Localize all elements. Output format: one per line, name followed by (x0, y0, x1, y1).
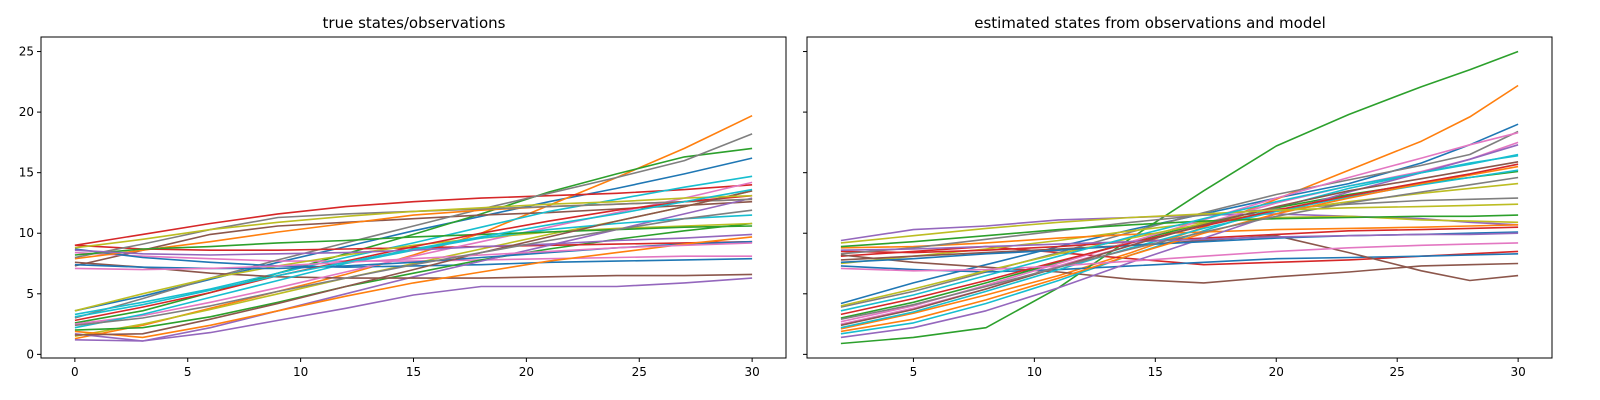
left-x-tick-label: 25 (632, 365, 647, 379)
right-x-tick-label: 10 (1027, 365, 1042, 379)
left-series-line-2 (74, 147, 753, 324)
right-chart-panel: estimated states from observations and m… (803, 14, 1553, 379)
left-series-line-7 (74, 133, 753, 319)
right-series-line-17 (840, 197, 1519, 255)
right-series-line-14 (840, 144, 1519, 339)
right-chart-axes-frame (806, 36, 1553, 359)
right-series-line-0 (840, 123, 1519, 305)
left-y-tick-label: 15 (19, 166, 34, 180)
right-series-line-25 (840, 161, 1519, 327)
right-series-line-5 (840, 254, 1519, 284)
right-series-line-7 (840, 130, 1519, 308)
left-series-line-26 (74, 242, 753, 271)
left-y-tick-label: 20 (19, 105, 34, 119)
left-chart-panel: true states/observations 0 5 10 15 20 25 30 0 5… (19, 14, 787, 379)
right-x-tick-label: 25 (1390, 365, 1405, 379)
left-series-line-14 (74, 197, 753, 342)
right-x-tick-label: 20 (1269, 365, 1284, 379)
left-series-line-27 (74, 209, 753, 327)
left-series-line-4 (74, 277, 753, 342)
left-x-tick-label: 10 (293, 365, 308, 379)
left-series-line-10 (74, 248, 753, 269)
left-chart-series (74, 114, 753, 342)
right-series-line-18 (840, 182, 1519, 307)
right-series-line-1 (840, 84, 1519, 330)
left-series-line-19 (74, 214, 753, 329)
right-series-line-27 (840, 176, 1519, 320)
right-x-tick-label: 30 (1510, 365, 1525, 379)
right-chart-x-ticks: 5 10 15 20 25 30 (910, 358, 1526, 379)
left-x-tick-label: 0 (71, 365, 79, 379)
left-series-line-22 (74, 225, 753, 256)
left-chart-y-ticks: 0 5 10 15 20 25 (19, 45, 41, 361)
left-series-line-6 (74, 251, 753, 262)
left-x-tick-label: 5 (184, 365, 192, 379)
right-series-line-26 (840, 242, 1519, 272)
left-y-tick-label: 0 (26, 347, 34, 361)
left-series-line-12 (74, 222, 753, 331)
left-x-tick-label: 30 (744, 365, 759, 379)
right-series-line-29 (840, 153, 1519, 312)
right-series-line-10 (840, 253, 1519, 273)
left-series-line-15 (74, 261, 753, 279)
left-series-line-28 (74, 194, 753, 249)
right-series-line-21 (840, 165, 1519, 333)
left-series-line-18 (74, 222, 753, 312)
right-series-line-28 (840, 203, 1519, 244)
left-chart-x-ticks: 0 5 10 15 20 25 30 (71, 358, 760, 379)
left-y-tick-label: 25 (19, 45, 34, 59)
right-x-tick-label: 15 (1148, 365, 1163, 379)
right-series-line-22 (840, 214, 1519, 248)
left-series-line-9 (74, 175, 753, 316)
left-chart-axes-frame (40, 36, 787, 359)
right-series-line-23 (840, 163, 1519, 316)
right-chart-title: estimated states from observations and m… (974, 14, 1326, 32)
left-y-tick-label: 5 (26, 287, 34, 301)
left-series-line-8 (74, 190, 753, 337)
right-series-line-19 (840, 169, 1519, 329)
right-series-line-24 (840, 232, 1519, 251)
left-x-tick-label: 15 (406, 365, 421, 379)
left-series-line-3 (74, 184, 753, 247)
left-series-line-24 (74, 233, 753, 256)
right-series-line-15 (840, 234, 1519, 282)
left-series-line-25 (74, 190, 753, 336)
left-series-line-29 (74, 188, 753, 318)
left-series-line-13 (74, 240, 753, 251)
left-chart-title: true states/observations (323, 14, 506, 32)
right-series-line-2 (840, 50, 1519, 345)
left-series-line-23 (74, 194, 753, 322)
left-series-line-21 (74, 236, 753, 339)
right-x-tick-label: 5 (910, 365, 918, 379)
left-y-tick-label: 10 (19, 226, 34, 240)
right-chart-y-ticks (803, 51, 807, 355)
left-x-tick-label: 20 (519, 365, 534, 379)
right-chart-series (840, 50, 1519, 345)
